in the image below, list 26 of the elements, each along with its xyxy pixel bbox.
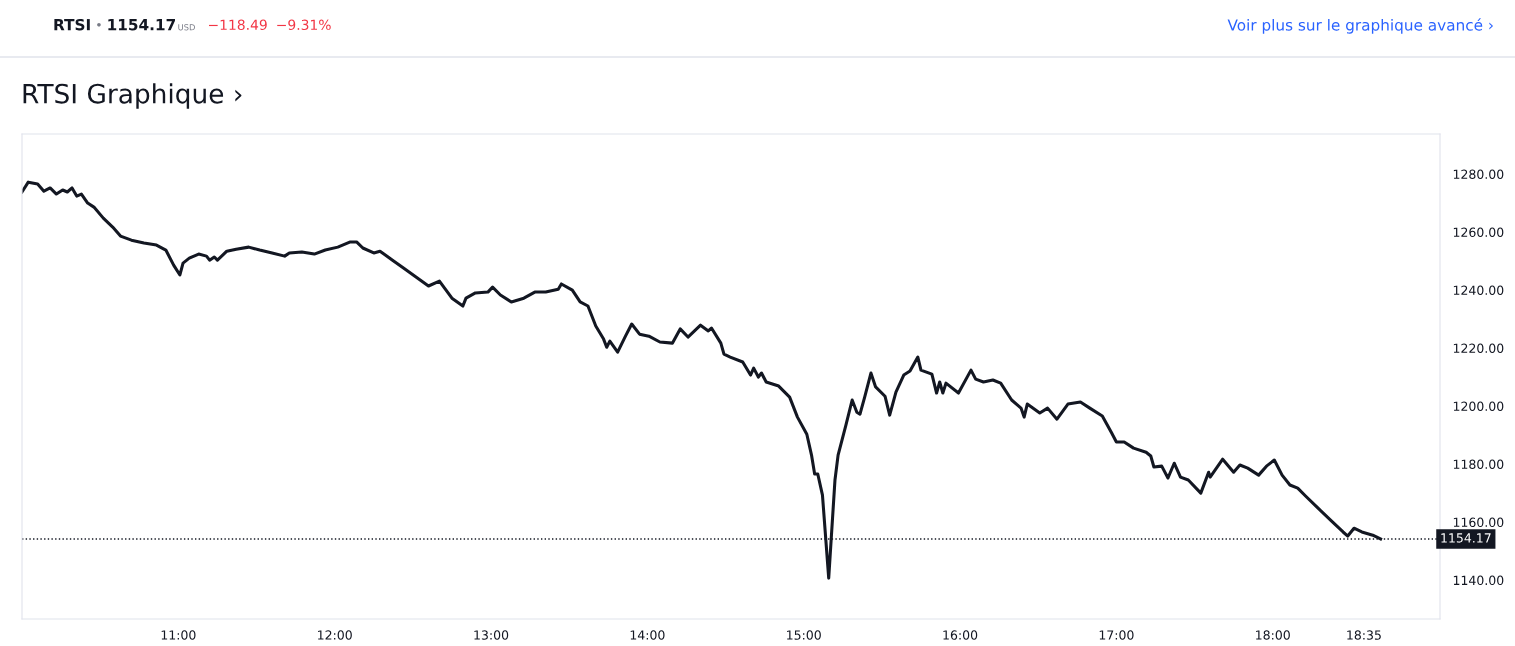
text: RTSI — [54, 18, 90, 31]
y-tick-label: 1240.00 — [1453, 285, 1504, 295]
chart-title: RTSI Graphique › — [23, 83, 242, 109]
x-tick-label: 18:00 — [1256, 630, 1290, 640]
y-tick-label: 1220.00 — [1453, 343, 1504, 353]
text: USD — [178, 24, 195, 31]
text: −118.49 — [208, 19, 267, 31]
x-tick-label: 17:00 — [1099, 630, 1134, 640]
y-tick-label: 1140.00 — [1453, 575, 1504, 586]
text: • — [97, 23, 101, 27]
text: 1154.17 — [108, 19, 175, 31]
x-tick-label: 15:00 — [787, 630, 821, 640]
x-tick-label: 13:00 — [474, 630, 509, 640]
y-tick-label: 1180.00 — [1453, 459, 1504, 470]
ref-line-label: 1154.17 — [1441, 533, 1491, 543]
y-tick-label: 1160.00 — [1453, 517, 1504, 528]
x-tick-label: 14:00 — [630, 630, 665, 640]
y-tick-label: 1200.00 — [1453, 401, 1504, 412]
text: Voir plus sur le graphique avancé › — [1227, 18, 1493, 34]
x-tick-label: 16:00 — [943, 630, 978, 640]
x-tick-label: 11:00 — [161, 630, 196, 640]
x-tick-label: 12:00 — [318, 630, 352, 640]
x-tick-label: 18:35 — [1347, 630, 1381, 640]
y-tick-label: 1280.00 — [1453, 169, 1504, 179]
text: −9.31% — [277, 19, 331, 31]
y-tick-label: 1260.00 — [1453, 227, 1504, 237]
